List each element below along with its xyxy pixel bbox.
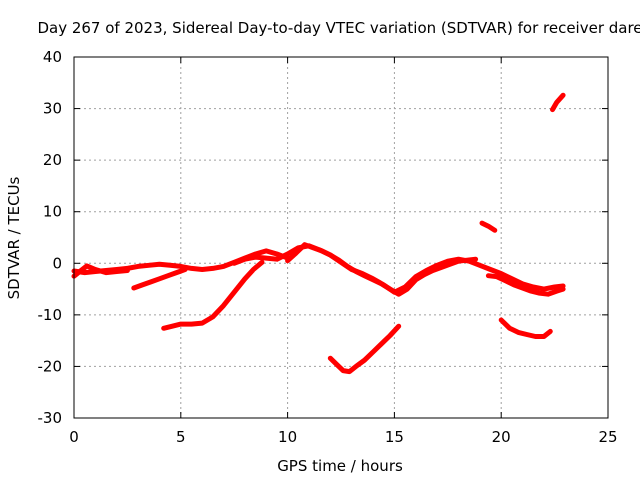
y-tick-label: 10 bbox=[43, 203, 62, 221]
y-tick-label: 30 bbox=[43, 100, 62, 118]
y-tick-label: 20 bbox=[43, 151, 62, 169]
x-tick-label: 5 bbox=[176, 428, 186, 446]
x-tick-label: 15 bbox=[385, 428, 404, 446]
x-tick-label: 25 bbox=[598, 428, 617, 446]
series-track-5 bbox=[231, 243, 566, 295]
x-tick-label: 10 bbox=[278, 428, 297, 446]
series-track-11 bbox=[550, 92, 566, 113]
x-tick-label: 0 bbox=[69, 428, 79, 446]
series-track-9 bbox=[498, 317, 553, 339]
x-axis-title: GPS time / hours bbox=[277, 457, 403, 475]
series-track-3 bbox=[131, 267, 188, 291]
axis-ticks bbox=[73, 56, 609, 419]
x-tick-labels: 0 5 10 15 20 25 bbox=[69, 428, 617, 446]
series-track-4 bbox=[161, 259, 265, 331]
x-tick-label: 20 bbox=[492, 428, 511, 446]
plot-frame bbox=[73, 56, 609, 419]
y-tick-label: -30 bbox=[38, 409, 63, 427]
y-tick-label: -10 bbox=[38, 306, 63, 324]
chart-title: Day 267 of 2023, Sidereal Day-to-day VTE… bbox=[37, 19, 640, 37]
grid bbox=[74, 57, 608, 418]
y-tick-labels: -30 -20 -10 0 10 20 30 40 bbox=[38, 48, 63, 427]
y-tick-label: 0 bbox=[52, 254, 62, 272]
series-track-6 bbox=[285, 242, 479, 297]
series-track-8 bbox=[327, 323, 402, 375]
y-tick-label: 40 bbox=[43, 48, 62, 66]
y-tick-label: -20 bbox=[38, 357, 63, 375]
series-track-2 bbox=[71, 263, 130, 279]
series-track-7 bbox=[485, 273, 566, 297]
data-traces bbox=[71, 92, 566, 375]
y-axis-title: SDTVAR / TECUs bbox=[5, 176, 23, 299]
series-track-10 bbox=[479, 220, 498, 233]
